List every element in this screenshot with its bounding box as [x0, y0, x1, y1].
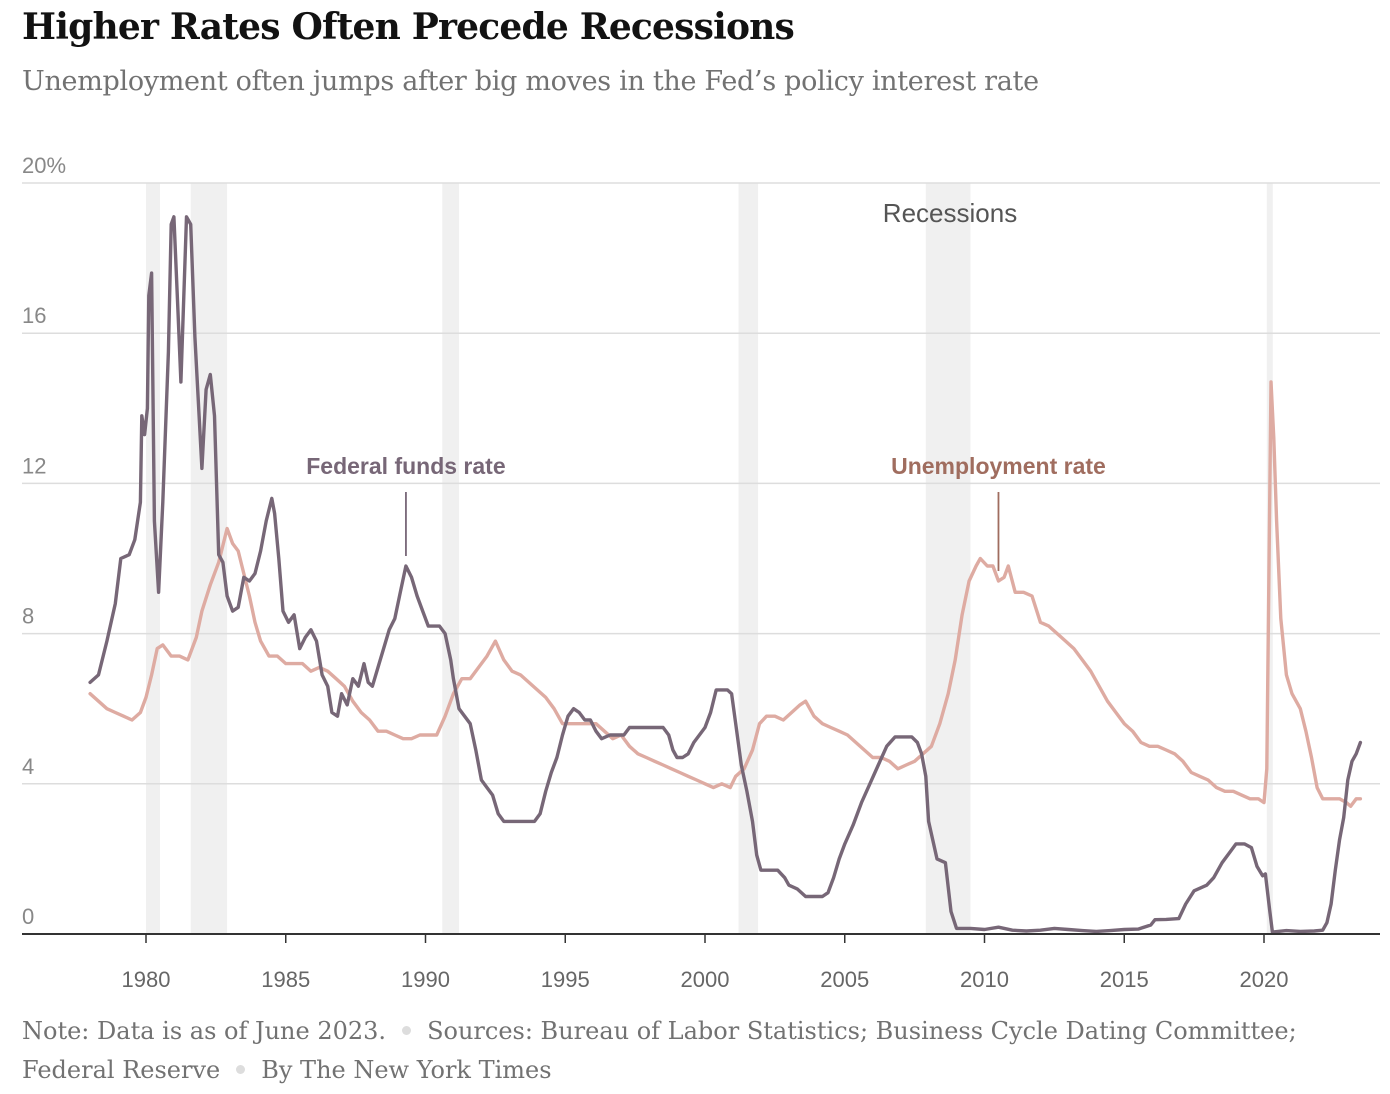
- chart-title: Higher Rates Often Precede Recessions: [22, 6, 795, 48]
- chart-footer: Note: Data is as of June 2023. Sources: B…: [22, 1012, 1352, 1090]
- y-tick-label: 12: [22, 453, 46, 478]
- recessions-label: Recessions: [883, 198, 1017, 228]
- recession-bands: [146, 183, 1273, 934]
- chart-subtitle: Unemployment often jumps after big moves…: [22, 66, 1039, 97]
- x-tick-label: 2020: [1240, 967, 1289, 992]
- footer-note: Note: Data is as of June 2023.: [22, 1017, 387, 1045]
- x-tick-label: 2000: [681, 967, 730, 992]
- recession-band: [442, 183, 460, 934]
- series-lines: [88, 215, 1363, 934]
- fed-funds-rate-label: Federal funds rate: [306, 453, 505, 479]
- y-tick-label: 8: [22, 604, 34, 629]
- x-tick-label: 1980: [122, 967, 171, 992]
- x-tick-label: 2015: [1100, 967, 1149, 992]
- unemployment-rate-line: [88, 380, 1363, 808]
- recession-band: [738, 183, 759, 934]
- x-tick-label: 1985: [261, 967, 310, 992]
- annotations: Recessions Federal funds rate Unemployment…: [306, 198, 1106, 572]
- recession-band: [925, 183, 971, 934]
- y-tick-label: 16: [22, 303, 46, 328]
- line-chart: 0 4 8 12 16 20% 1980 1985 1990 1995 2000 2005 2010 2…: [22, 153, 1380, 992]
- separator-dot: [236, 1065, 246, 1074]
- footer-sources: Sources: Bureau of Labor Statistics; Bus…: [22, 1017, 1297, 1084]
- separator-dot: [402, 1026, 412, 1035]
- axes: 1980 1985 1990 1995 2000 2005 2010 2015 2020: [22, 933, 1380, 992]
- y-tick-label: 4: [22, 754, 34, 779]
- fed-funds-rate-line: [88, 215, 1363, 934]
- gridlines: 0 4 8 12 16 20%: [22, 153, 1380, 929]
- unemployment-rate-label: Unemployment rate: [891, 453, 1106, 479]
- x-tick-label: 2005: [820, 967, 869, 992]
- y-tick-label: 0: [22, 904, 34, 929]
- x-tick-label: 2010: [960, 967, 1009, 992]
- x-tick-label: 1995: [541, 967, 590, 992]
- y-tick-label: 20%: [22, 153, 66, 178]
- footer-byline: By The New York Times: [261, 1056, 552, 1084]
- x-tick-label: 1990: [401, 967, 450, 992]
